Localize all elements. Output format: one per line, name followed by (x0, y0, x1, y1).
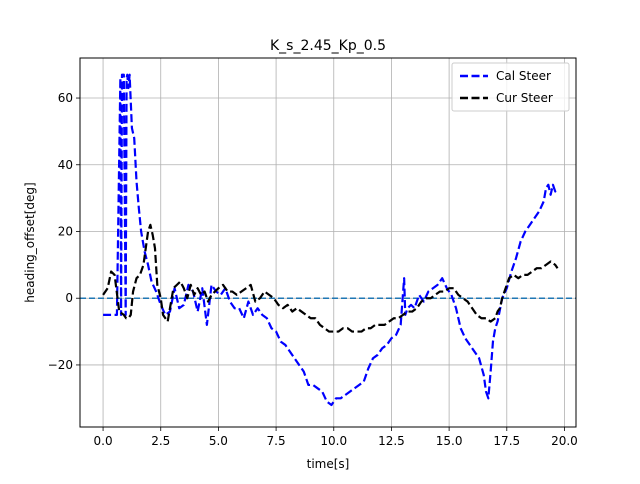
y-tick-label-3: 40 (58, 158, 73, 172)
x-tick-label-6: 15.0 (436, 434, 463, 448)
y-tick-label-2: 20 (58, 224, 73, 238)
legend-label-cur-steer: Cur Steer (496, 91, 553, 105)
x-tick-label-2: 5.0 (209, 434, 228, 448)
x-tick-label-4: 10.0 (320, 434, 347, 448)
x-tick-label-3: 7.5 (267, 434, 286, 448)
x-tick-label-0: 0.0 (94, 434, 113, 448)
x-axis-label: time[s] (307, 457, 350, 471)
legend-box (451, 62, 570, 112)
series-group (102, 73, 559, 407)
y-tick-label-0: −20 (48, 358, 73, 372)
x-tick-label-7: 17.5 (493, 434, 520, 448)
x-tick-label-1: 2.5 (151, 434, 170, 448)
x-tick-label-5: 12.5 (378, 434, 405, 448)
x-tick-label-8: 20.0 (551, 434, 578, 448)
legend-label-cal-steer: Cal Steer (496, 69, 551, 83)
y-tick-label-1: 0 (65, 291, 73, 305)
y-tick-label-4: 60 (58, 91, 73, 105)
series-line-cal-steer (103, 73, 559, 407)
legend: Cal Steer Cur Steer (451, 62, 570, 112)
chart-title: K_s_2.45_Kp_0.5 (270, 38, 386, 54)
series-line-cur-steer (102, 223, 559, 333)
y-axis-label: heading_offset[deg] (23, 182, 37, 302)
ticks: 0.0 2.5 5.0 7.5 10.0 12.5 15.0 17.5 20.0 −20 0 20 40… (48, 91, 578, 448)
plot-frame (79, 57, 577, 428)
